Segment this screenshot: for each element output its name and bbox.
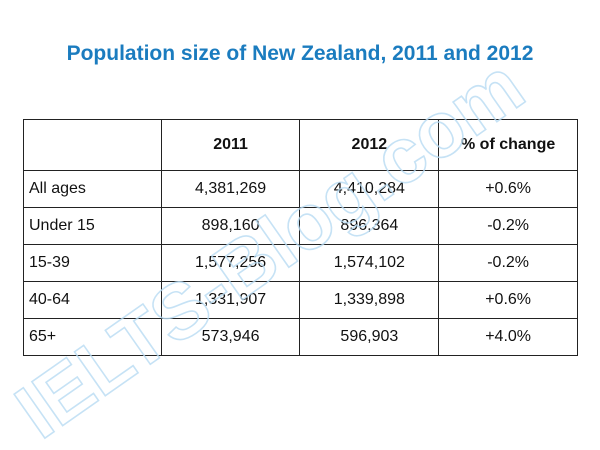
cell: +0.6% xyxy=(438,281,578,319)
cell: 1,339,898 xyxy=(299,281,440,319)
cell: 596,903 xyxy=(299,318,440,356)
table-body: All ages 4,381,269 4,410,284 +0.6% Under 15 8… xyxy=(23,170,578,356)
header-cell: 2012 xyxy=(299,119,440,171)
row-label: 40-64 xyxy=(23,281,162,319)
row-label: Under 15 xyxy=(23,207,162,245)
header-cell xyxy=(23,119,162,171)
table-row: 15-39 1,577,256 1,574,102 -0.2% xyxy=(23,244,578,282)
header-cell: 2011 xyxy=(160,119,301,171)
cell: -0.2% xyxy=(438,244,578,282)
title: Population size of New Zealand, 2011 and… xyxy=(66,42,534,65)
cell: 573,946 xyxy=(160,318,301,356)
cell: 4,410,284 xyxy=(299,170,440,208)
cell: 1,331,907 xyxy=(160,281,301,319)
table-row: 65+ 573,946 596,903 +4.0% xyxy=(23,318,578,356)
row-label: All ages xyxy=(23,170,162,208)
cell: 1,574,102 xyxy=(299,244,440,282)
cell: -0.2% xyxy=(438,207,578,245)
table-row: 40-64 1,331,907 1,339,898 +0.6% xyxy=(23,281,578,319)
cell: 4,381,269 xyxy=(160,170,301,208)
cell: 898,160 xyxy=(160,207,301,245)
cell: 1,577,256 xyxy=(160,244,301,282)
row-label: 65+ xyxy=(23,318,162,356)
cell: 896,364 xyxy=(299,207,440,245)
header-row: 2011 2012% of change xyxy=(23,119,578,171)
table-row: Under 15 898,160 896,364 -0.2% xyxy=(23,207,578,245)
header-cell: % of change xyxy=(438,119,578,171)
cell: +0.6% xyxy=(438,170,578,208)
cell: +4.0% xyxy=(438,318,578,356)
row-label: 15-39 xyxy=(23,244,162,282)
population-table: 2011 2012% of change All ages 4,381,269 4,4… xyxy=(23,119,578,356)
table-row: All ages 4,381,269 4,410,284 +0.6% xyxy=(23,170,578,208)
